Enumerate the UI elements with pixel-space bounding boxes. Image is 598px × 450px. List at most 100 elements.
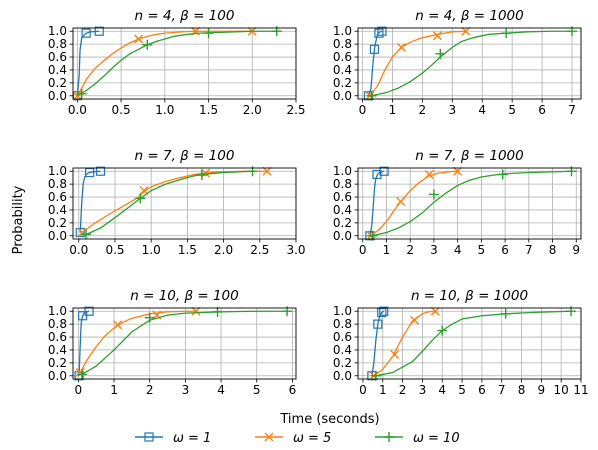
series-line (373, 310, 436, 377)
x-tick-label: 0 (359, 243, 367, 257)
y-tick-label: 0.2 (48, 356, 67, 370)
x-tick-label: 0.5 (105, 243, 124, 257)
data-point-marker (75, 368, 85, 378)
series-3 (81, 166, 258, 240)
data-point-marker (409, 315, 419, 325)
series-1 (363, 26, 387, 101)
data-point-marker (144, 312, 155, 323)
x-tick-label: 6 (289, 383, 297, 397)
series-line (82, 170, 268, 234)
y-tick-label: 0.4 (48, 63, 67, 77)
subplot-2: 0 1 2 3 4 5 6 7 0.00.20.40.60.81.0 n = 4, β = 100… (333, 8, 582, 117)
x-tick-label: 11 (573, 383, 588, 397)
data-point-marker (396, 197, 406, 207)
y-tick-label: 1.0 (48, 304, 67, 318)
x-tick-label: 3 (448, 103, 456, 117)
data-point-marker (453, 166, 463, 176)
y-tick-label: 0.4 (333, 343, 352, 357)
legend-label: ω = 5 (293, 431, 331, 446)
legend-marker (384, 432, 394, 442)
data-point-marker (424, 169, 434, 179)
x-tick-label: 1.5 (199, 103, 218, 117)
subplot-title: n = 7, β = 1000 (415, 148, 524, 164)
data-point-marker (76, 369, 87, 380)
y-tick-label: 0.6 (333, 330, 352, 344)
series-2 (369, 306, 440, 381)
y-tick-label: 1.0 (48, 24, 67, 38)
x-tick-label: 4 (454, 243, 462, 257)
axes-frame (357, 167, 582, 240)
y-tick-label: 0.0 (48, 89, 67, 103)
data-point-marker (379, 166, 389, 176)
x-tick-label: 7 (525, 243, 533, 257)
subplot-title: n = 10, β = 1000 (411, 288, 528, 304)
series-3 (76, 306, 293, 380)
data-point-marker (142, 39, 153, 50)
data-point-marker (377, 307, 387, 318)
series-1 (75, 166, 106, 238)
x-tick-label: 0.0 (69, 243, 88, 257)
subplot-4: 0 1 2 3 4 5 6 7 8 9 0.00.20.40.60.81.0 n = 7, β = 1… (333, 148, 582, 257)
x-tick-label: 6 (478, 383, 486, 397)
data-point-marker (428, 189, 439, 200)
x-tick-label: 2.0 (243, 103, 262, 117)
series-2 (365, 26, 471, 101)
subplot-title: n = 4, β = 1000 (415, 8, 524, 24)
series-3 (366, 26, 578, 101)
x-tick-label: 5 (478, 243, 486, 257)
y-tick-label: 0.8 (333, 317, 352, 331)
x-tick-label: 2 (399, 383, 407, 397)
y-tick-label: 0.6 (48, 330, 67, 344)
x-tick-label: 9 (572, 243, 580, 257)
axes-frame (72, 167, 297, 240)
y-tick-label: 0.0 (333, 89, 352, 103)
y-tick-label: 0.0 (333, 229, 352, 243)
x-tick-label: 0.0 (68, 103, 87, 117)
data-point-marker (85, 167, 95, 178)
y-tick-label: 1.0 (333, 164, 352, 178)
series-line (367, 30, 383, 96)
x-tick-label: 5 (508, 103, 516, 117)
x-tick-label: 10 (554, 383, 569, 397)
y-tick-label: 0.6 (333, 50, 352, 64)
data-point-marker (95, 166, 106, 176)
data-point-marker (500, 308, 511, 319)
data-point-marker (94, 26, 104, 36)
series-line (79, 310, 197, 373)
subplot-5: 0 1 2 3 4 5 6 0.00.20.40.60.81.0 n = 10, β = 100 (48, 288, 297, 397)
data-point-marker (134, 34, 144, 44)
x-tick-label: 0 (359, 103, 367, 117)
subplot-grid: 0.0 0.5 1.0 1.5 2.0 2.50.00.20.40.60.81.0n = … (48, 8, 589, 397)
series-line (371, 310, 385, 376)
legend-marker (264, 432, 274, 442)
data-point-marker (262, 166, 272, 176)
x-tick-label: 2 (406, 243, 414, 257)
y-tick-label: 0.8 (48, 177, 67, 191)
y-tick-label: 0.8 (333, 37, 352, 51)
y-tick-label: 1.0 (333, 24, 352, 38)
x-tick-label: 7 (498, 383, 506, 397)
y-tick-label: 0.0 (333, 369, 352, 383)
legend-item-1: ω = 1 (135, 431, 211, 446)
series-1 (365, 166, 389, 241)
y-tick-label: 0.6 (48, 50, 67, 64)
series-line (81, 310, 288, 376)
subplot-3: 0.0 0.5 1.0 1.5 2.0 2.5 3.00.00.20.40.60.81.0n… (48, 148, 306, 257)
y-tick-label: 0.4 (333, 63, 352, 77)
series-line (371, 30, 573, 97)
x-tick-label: 6 (501, 243, 509, 257)
x-tick-label: 0.5 (112, 103, 131, 117)
series-line (372, 170, 572, 237)
y-tick-label: 0.2 (48, 76, 67, 90)
subplot-title: n = 7, β = 100 (135, 148, 235, 164)
legend-label: ω = 10 (413, 431, 460, 446)
legend: ω = 1 ω = 5 ω = 10 (135, 431, 460, 446)
x-tick-label: 5 (458, 383, 466, 397)
data-point-marker (437, 325, 448, 336)
series-line (369, 30, 466, 97)
x-tick-label: 3.0 (286, 243, 305, 257)
y-tick-label: 0.8 (48, 317, 67, 331)
x-tick-label: 1 (379, 383, 387, 397)
data-point-marker (430, 306, 440, 316)
y-tick-label: 0.0 (48, 229, 67, 243)
